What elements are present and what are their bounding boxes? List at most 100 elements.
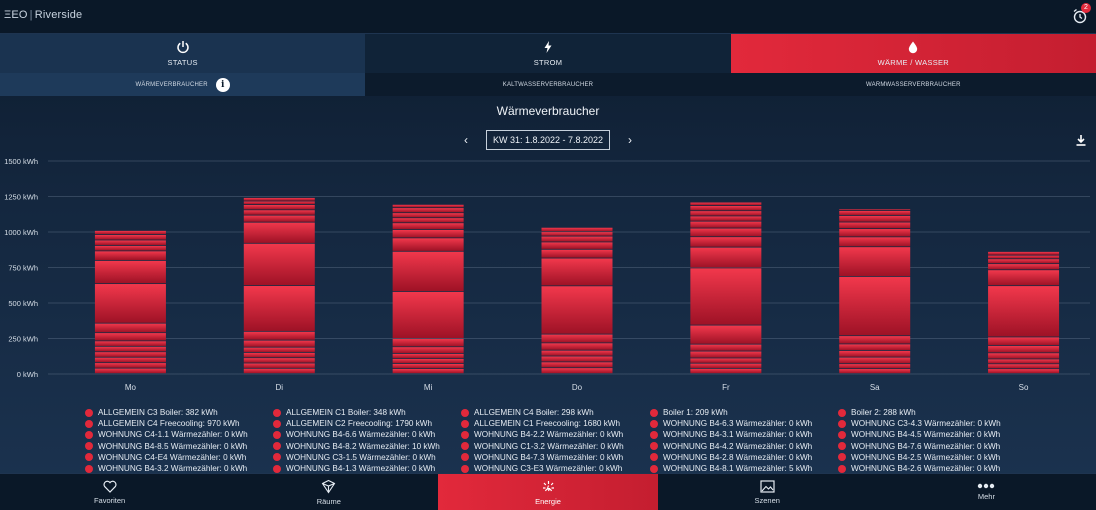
nav-szenen[interactable]: Szenen [658, 474, 877, 510]
bar-segment[interactable] [94, 363, 166, 368]
legend-item[interactable]: WOHNUNG B4-7.3 Wärmezähler: 0 kWh [461, 452, 651, 463]
bar-segment[interactable] [392, 208, 464, 213]
bar-segment[interactable] [988, 286, 1060, 337]
legend-item[interactable]: WOHNUNG B4-2.2 Wärmezähler: 0 kWh [461, 429, 651, 440]
bar-segment[interactable] [243, 210, 315, 215]
bar-segment[interactable] [988, 359, 1060, 364]
bar-segment[interactable] [988, 369, 1060, 374]
bar-segment[interactable] [392, 353, 464, 359]
next-week-chevron-icon[interactable]: › [628, 133, 633, 147]
week-selector[interactable]: KW 31: 1.8.2022 - 7.8.2022 [485, 130, 611, 150]
bar-segment[interactable] [243, 352, 315, 358]
alarm-clock-icon[interactable]: 2 [1072, 3, 1091, 24]
nav-favoriten[interactable]: Favoriten [0, 474, 219, 510]
bar-segment[interactable] [690, 351, 762, 358]
bar-segment[interactable] [690, 202, 762, 206]
bar-segment[interactable] [94, 341, 166, 346]
legend-item[interactable]: Boiler 1: 209 kWh [650, 407, 840, 418]
bar-segment[interactable] [541, 368, 613, 374]
bar-segment[interactable] [392, 223, 464, 230]
bar-segment[interactable] [690, 216, 762, 221]
bar-segment[interactable] [94, 251, 166, 261]
legend-item[interactable]: WOHNUNG B4-8.1 Wärmezähler: 5 kWh [650, 463, 840, 473]
bar-segment[interactable] [243, 204, 315, 210]
bar-segment[interactable] [243, 340, 315, 347]
subtab-waermeverbraucher[interactable]: WÄRMEVERBRAUCHER i [0, 73, 366, 96]
bar-segment[interactable] [392, 238, 464, 251]
bar-segment[interactable] [988, 264, 1060, 270]
bar-fr[interactable] [690, 202, 762, 374]
bar-segment[interactable] [690, 221, 762, 228]
legend-item[interactable]: Boiler 2: 288 kWh [838, 407, 1028, 418]
bar-segment[interactable] [541, 286, 613, 334]
legend-item[interactable]: WOHNUNG C3-1.5 Wärmezähler: 0 kWh [273, 452, 463, 463]
legend-item[interactable]: ALLGEMEIN C4 Boiler: 298 kWh [461, 407, 651, 418]
bar-segment[interactable] [839, 350, 911, 357]
previous-week-chevron-icon[interactable]: ‹ [463, 133, 468, 147]
app-logo[interactable]: ΞEO | Riverside [4, 9, 83, 21]
bar-segment[interactable] [988, 345, 1060, 353]
bar-segment[interactable] [690, 363, 762, 369]
bar-segment[interactable] [94, 245, 166, 251]
bar-segment[interactable] [690, 368, 762, 374]
bar-segment[interactable] [94, 284, 166, 323]
bar-segment[interactable] [988, 251, 1060, 255]
bar-segment[interactable] [690, 247, 762, 268]
bar-segment[interactable] [541, 236, 613, 242]
download-icon[interactable] [1075, 133, 1087, 146]
legend-item[interactable]: WOHNUNG B4-2.5 Wärmezähler: 0 kWh [838, 452, 1028, 463]
legend-item[interactable]: WOHNUNG B4-7.6 Wärmezähler: 0 kWh [838, 441, 1028, 452]
tab-waerme-wasser[interactable]: WÄRME / WASSER [730, 34, 1096, 73]
legend-item[interactable]: WOHNUNG B4-8.2 Wärmezähler: 10 kWh [273, 441, 463, 452]
legend-item[interactable]: WOHNUNG B4-6.6 Wärmezähler: 0 kWh [273, 429, 463, 440]
bar-segment[interactable] [988, 364, 1060, 369]
bar-mo[interactable] [94, 230, 166, 374]
bar-segment[interactable] [690, 358, 762, 363]
bar-segment[interactable] [392, 368, 464, 374]
bar-segment[interactable] [839, 357, 911, 364]
bar-segment[interactable] [690, 211, 762, 216]
bar-segment[interactable] [243, 197, 315, 201]
bar-segment[interactable] [839, 369, 911, 374]
bar-segment[interactable] [392, 251, 464, 292]
bar-segment[interactable] [94, 352, 166, 357]
legend-item[interactable]: WOHNUNG B4-6.3 Wärmezähler: 0 kWh [650, 418, 840, 429]
legend-item[interactable]: WOHNUNG B4-8.5 Wärmezähler: 0 kWh [85, 441, 275, 452]
bar-segment[interactable] [839, 364, 911, 369]
bar-segment[interactable] [690, 344, 762, 351]
legend-item[interactable]: WOHNUNG C4-1.1 Wärmezähler: 0 kWh [85, 429, 275, 440]
bar-segment[interactable] [839, 209, 911, 211]
bar-segment[interactable] [988, 337, 1060, 346]
bar-segment[interactable] [541, 258, 613, 286]
bar-segment[interactable] [541, 334, 613, 343]
legend-item[interactable]: WOHNUNG C3-4.3 Wärmezähler: 0 kWh [838, 418, 1028, 429]
info-icon[interactable]: i [215, 77, 230, 92]
bar-segment[interactable] [392, 229, 464, 238]
bar-segment[interactable] [839, 276, 911, 336]
bar-segment[interactable] [690, 237, 762, 247]
legend-item[interactable]: ALLGEMEIN C4 Freecooling: 970 kWh [85, 418, 275, 429]
bar-segment[interactable] [988, 270, 1060, 286]
tab-strom[interactable]: STROM [365, 34, 731, 73]
bar-segment[interactable] [243, 331, 315, 340]
bar-segment[interactable] [94, 260, 166, 284]
legend-item[interactable]: ALLGEMEIN C3 Boiler: 382 kWh [85, 407, 275, 418]
bar-segment[interactable] [392, 291, 464, 339]
bar-segment[interactable] [690, 325, 762, 344]
legend-item[interactable]: WOHNUNG C1-3.2 Wärmezähler: 0 kWh [461, 441, 651, 452]
legend-item[interactable]: WOHNUNG B4-3.2 Wärmezähler: 0 kWh [85, 463, 275, 473]
bar-segment[interactable] [94, 234, 166, 240]
legend-item[interactable]: WOHNUNG B4-2.6 Wärmezähler: 0 kWh [838, 463, 1028, 473]
nav-raeume[interactable]: Räume [219, 474, 438, 510]
bar-segment[interactable] [839, 215, 911, 222]
bar-segment[interactable] [94, 333, 166, 341]
bar-segment[interactable] [839, 229, 911, 237]
bar-segment[interactable] [94, 323, 166, 333]
bar-segment[interactable] [392, 218, 464, 223]
legend-item[interactable]: WOHNUNG B4-4.5 Wärmezähler: 0 kWh [838, 429, 1028, 440]
bar-segment[interactable] [243, 201, 315, 205]
bar-segment[interactable] [243, 347, 315, 353]
bar-segment[interactable] [690, 268, 762, 325]
bar-segment[interactable] [243, 358, 315, 363]
bar-segment[interactable] [94, 357, 166, 363]
